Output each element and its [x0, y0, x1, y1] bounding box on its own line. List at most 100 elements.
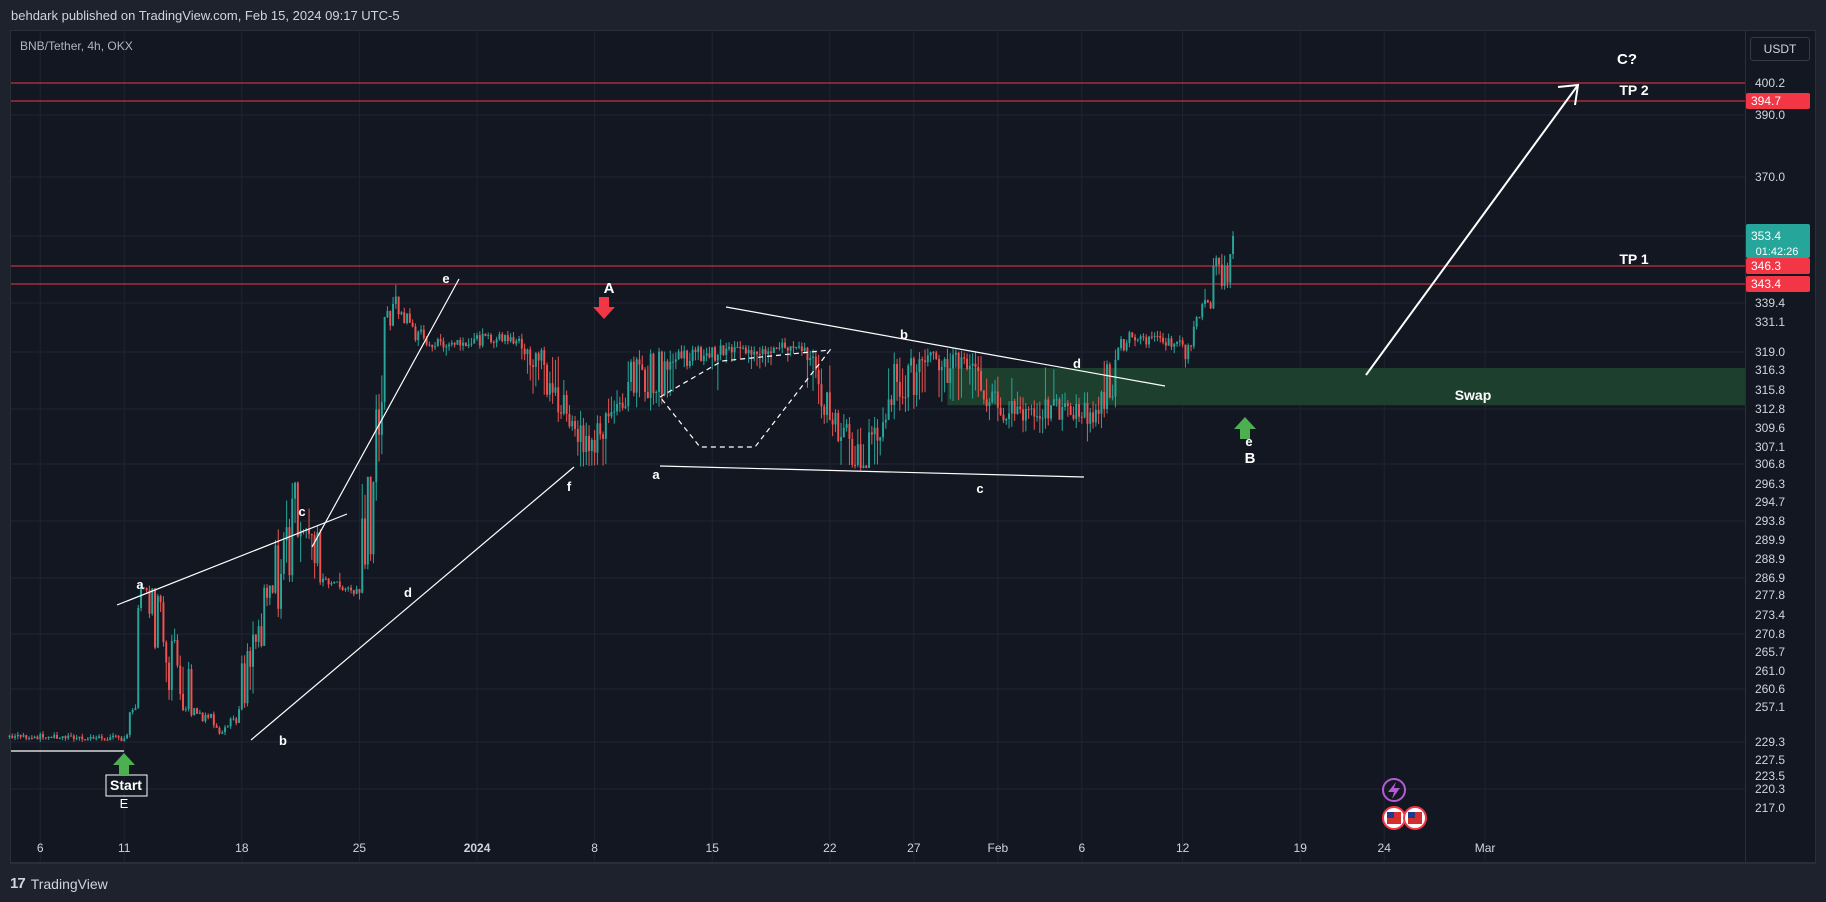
candle-body	[971, 363, 974, 366]
candle-body	[61, 736, 64, 739]
candle-body	[714, 347, 717, 361]
candle-body	[988, 402, 991, 407]
candle-body	[294, 482, 297, 499]
price-axis-tick: 220.3	[1755, 782, 1785, 796]
candle-body	[912, 358, 915, 395]
candle-body	[996, 391, 999, 408]
candle-body	[582, 425, 585, 453]
wave-label-d2: d	[1073, 356, 1081, 371]
candle-body	[1232, 236, 1235, 255]
swap-zone	[947, 368, 1745, 406]
candle-body	[968, 365, 971, 370]
candle-body	[313, 535, 316, 564]
candle-body	[725, 348, 728, 355]
candle-body	[882, 422, 885, 438]
candle-body	[1089, 412, 1092, 424]
candle-body	[282, 540, 285, 574]
candle-body	[112, 735, 115, 738]
candle-body	[1148, 336, 1151, 345]
candle-body	[495, 339, 498, 343]
candle-body	[800, 346, 803, 351]
candle-body	[1176, 341, 1179, 344]
candle-body	[148, 590, 151, 614]
candle-body	[1226, 265, 1229, 283]
candle-body	[386, 310, 389, 317]
candle-body	[568, 413, 571, 427]
candle-body	[1159, 336, 1162, 338]
symbol-info[interactable]: BNB/Tether, 4h, OKX	[20, 39, 133, 53]
candle-body	[420, 329, 423, 332]
candle-body	[1086, 402, 1089, 424]
tradingview-logo-icon: 17	[10, 875, 26, 892]
candle-body	[1153, 335, 1156, 337]
candle-body	[1058, 399, 1061, 420]
price-axis-tick: 293.8	[1755, 514, 1785, 528]
candle-body	[700, 347, 703, 362]
price-axis-tick: 260.6	[1755, 682, 1785, 696]
price-axis-tick: 227.5	[1755, 753, 1785, 767]
candle-body	[938, 358, 941, 371]
candle-body	[932, 352, 935, 354]
price-axis-tick: 307.1	[1755, 440, 1785, 454]
candle-body	[887, 399, 890, 420]
candle-body	[400, 312, 403, 315]
candle-body	[280, 573, 283, 609]
candle-body	[1120, 338, 1123, 348]
candle-body	[834, 412, 837, 425]
candle-body	[898, 382, 901, 397]
candle-body	[1167, 338, 1170, 346]
candle-body	[688, 360, 691, 367]
candle-body	[733, 347, 736, 353]
tradingview-logo[interactable]: 17 TradingView	[10, 875, 108, 892]
candle-body	[722, 345, 725, 355]
candle-body	[467, 344, 470, 347]
candle-body	[322, 578, 325, 583]
candle-body	[338, 581, 341, 588]
wave-a-down-arrow-icon	[593, 297, 615, 319]
candle-body	[952, 354, 955, 369]
candle-body	[764, 349, 767, 355]
candle-body	[618, 402, 621, 404]
candle-body	[540, 350, 543, 361]
candle-body	[616, 403, 619, 412]
candle-body	[621, 402, 624, 408]
price-axis-tick: 319.0	[1755, 345, 1785, 359]
candle-body	[602, 434, 605, 439]
candle-body	[926, 355, 929, 363]
price-axis-tick: 257.1	[1755, 700, 1785, 714]
candle-body	[308, 528, 311, 534]
candle-body	[683, 350, 686, 359]
candle-body	[579, 425, 582, 442]
time-axis-tick: 6	[1078, 841, 1085, 855]
candle-body	[686, 350, 689, 367]
candle-body	[16, 734, 19, 737]
candle-body	[775, 347, 778, 349]
candle-body	[1164, 342, 1167, 346]
candle-body	[140, 587, 143, 609]
candle-body	[1125, 342, 1128, 351]
candle-body	[470, 343, 473, 345]
candle-body	[719, 345, 722, 355]
candle-body	[1094, 409, 1097, 423]
candle-body	[812, 356, 815, 358]
candle-body	[1013, 401, 1016, 414]
candle-body	[100, 736, 103, 739]
candle-body	[1198, 317, 1201, 319]
price-axis-tick: 217.0	[1755, 801, 1785, 815]
candle-body	[803, 347, 806, 351]
currency-button[interactable]: USDT	[1750, 37, 1810, 61]
wave-line-a-c	[116, 513, 348, 606]
candle-body	[823, 406, 826, 415]
candle-body	[131, 709, 134, 713]
candle-body	[826, 392, 829, 415]
candle-body	[336, 581, 339, 583]
candle-body	[417, 331, 420, 341]
candle-body	[910, 358, 913, 366]
candle-body	[632, 361, 635, 393]
time-axis-tick: 24	[1378, 841, 1392, 855]
time-axis-tick: 6	[37, 841, 44, 855]
price-axis-tick: 261.0	[1755, 664, 1785, 678]
wave-label-e1: e	[442, 271, 449, 286]
chart-panel[interactable]	[10, 30, 1816, 864]
